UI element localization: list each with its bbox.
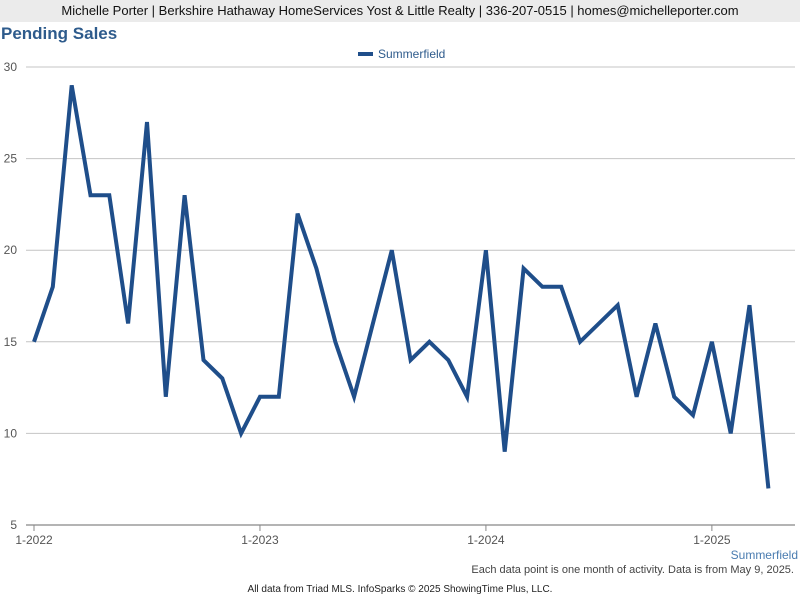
x-tick-label: 1-2025 bbox=[693, 533, 731, 547]
y-tick-label: 25 bbox=[4, 152, 18, 166]
series-line bbox=[32, 84, 771, 489]
area-label: Summerfield bbox=[730, 548, 798, 562]
legend: Summerfield bbox=[358, 47, 445, 61]
y-tick-label: 30 bbox=[4, 60, 18, 74]
x-tick-label: 1-2024 bbox=[467, 533, 505, 547]
agent-header: Michelle Porter | Berkshire Hathaway Hom… bbox=[0, 0, 800, 22]
y-tick-label: 10 bbox=[4, 426, 18, 440]
y-tick-label: 15 bbox=[4, 335, 18, 349]
y-axis-ticks: 5 10 15 20 25 30 bbox=[4, 60, 18, 532]
y-tick-label: 20 bbox=[4, 243, 18, 257]
chart-title: Pending Sales bbox=[1, 24, 118, 43]
x-axis-ticks: 1-2022 1-2023 1-2024 1-2025 bbox=[15, 525, 731, 547]
x-tick-label: 1-2023 bbox=[241, 533, 279, 547]
grid-layer bbox=[26, 66, 795, 526]
data-source: All data from Triad MLS. InfoSparks © 20… bbox=[247, 584, 553, 595]
legend-label: Summerfield bbox=[378, 47, 445, 61]
series-layer bbox=[32, 84, 771, 489]
y-tick-label: 5 bbox=[10, 518, 17, 532]
x-tick-label: 1-2022 bbox=[15, 533, 53, 547]
data-note: Each data point is one month of activity… bbox=[471, 564, 794, 576]
